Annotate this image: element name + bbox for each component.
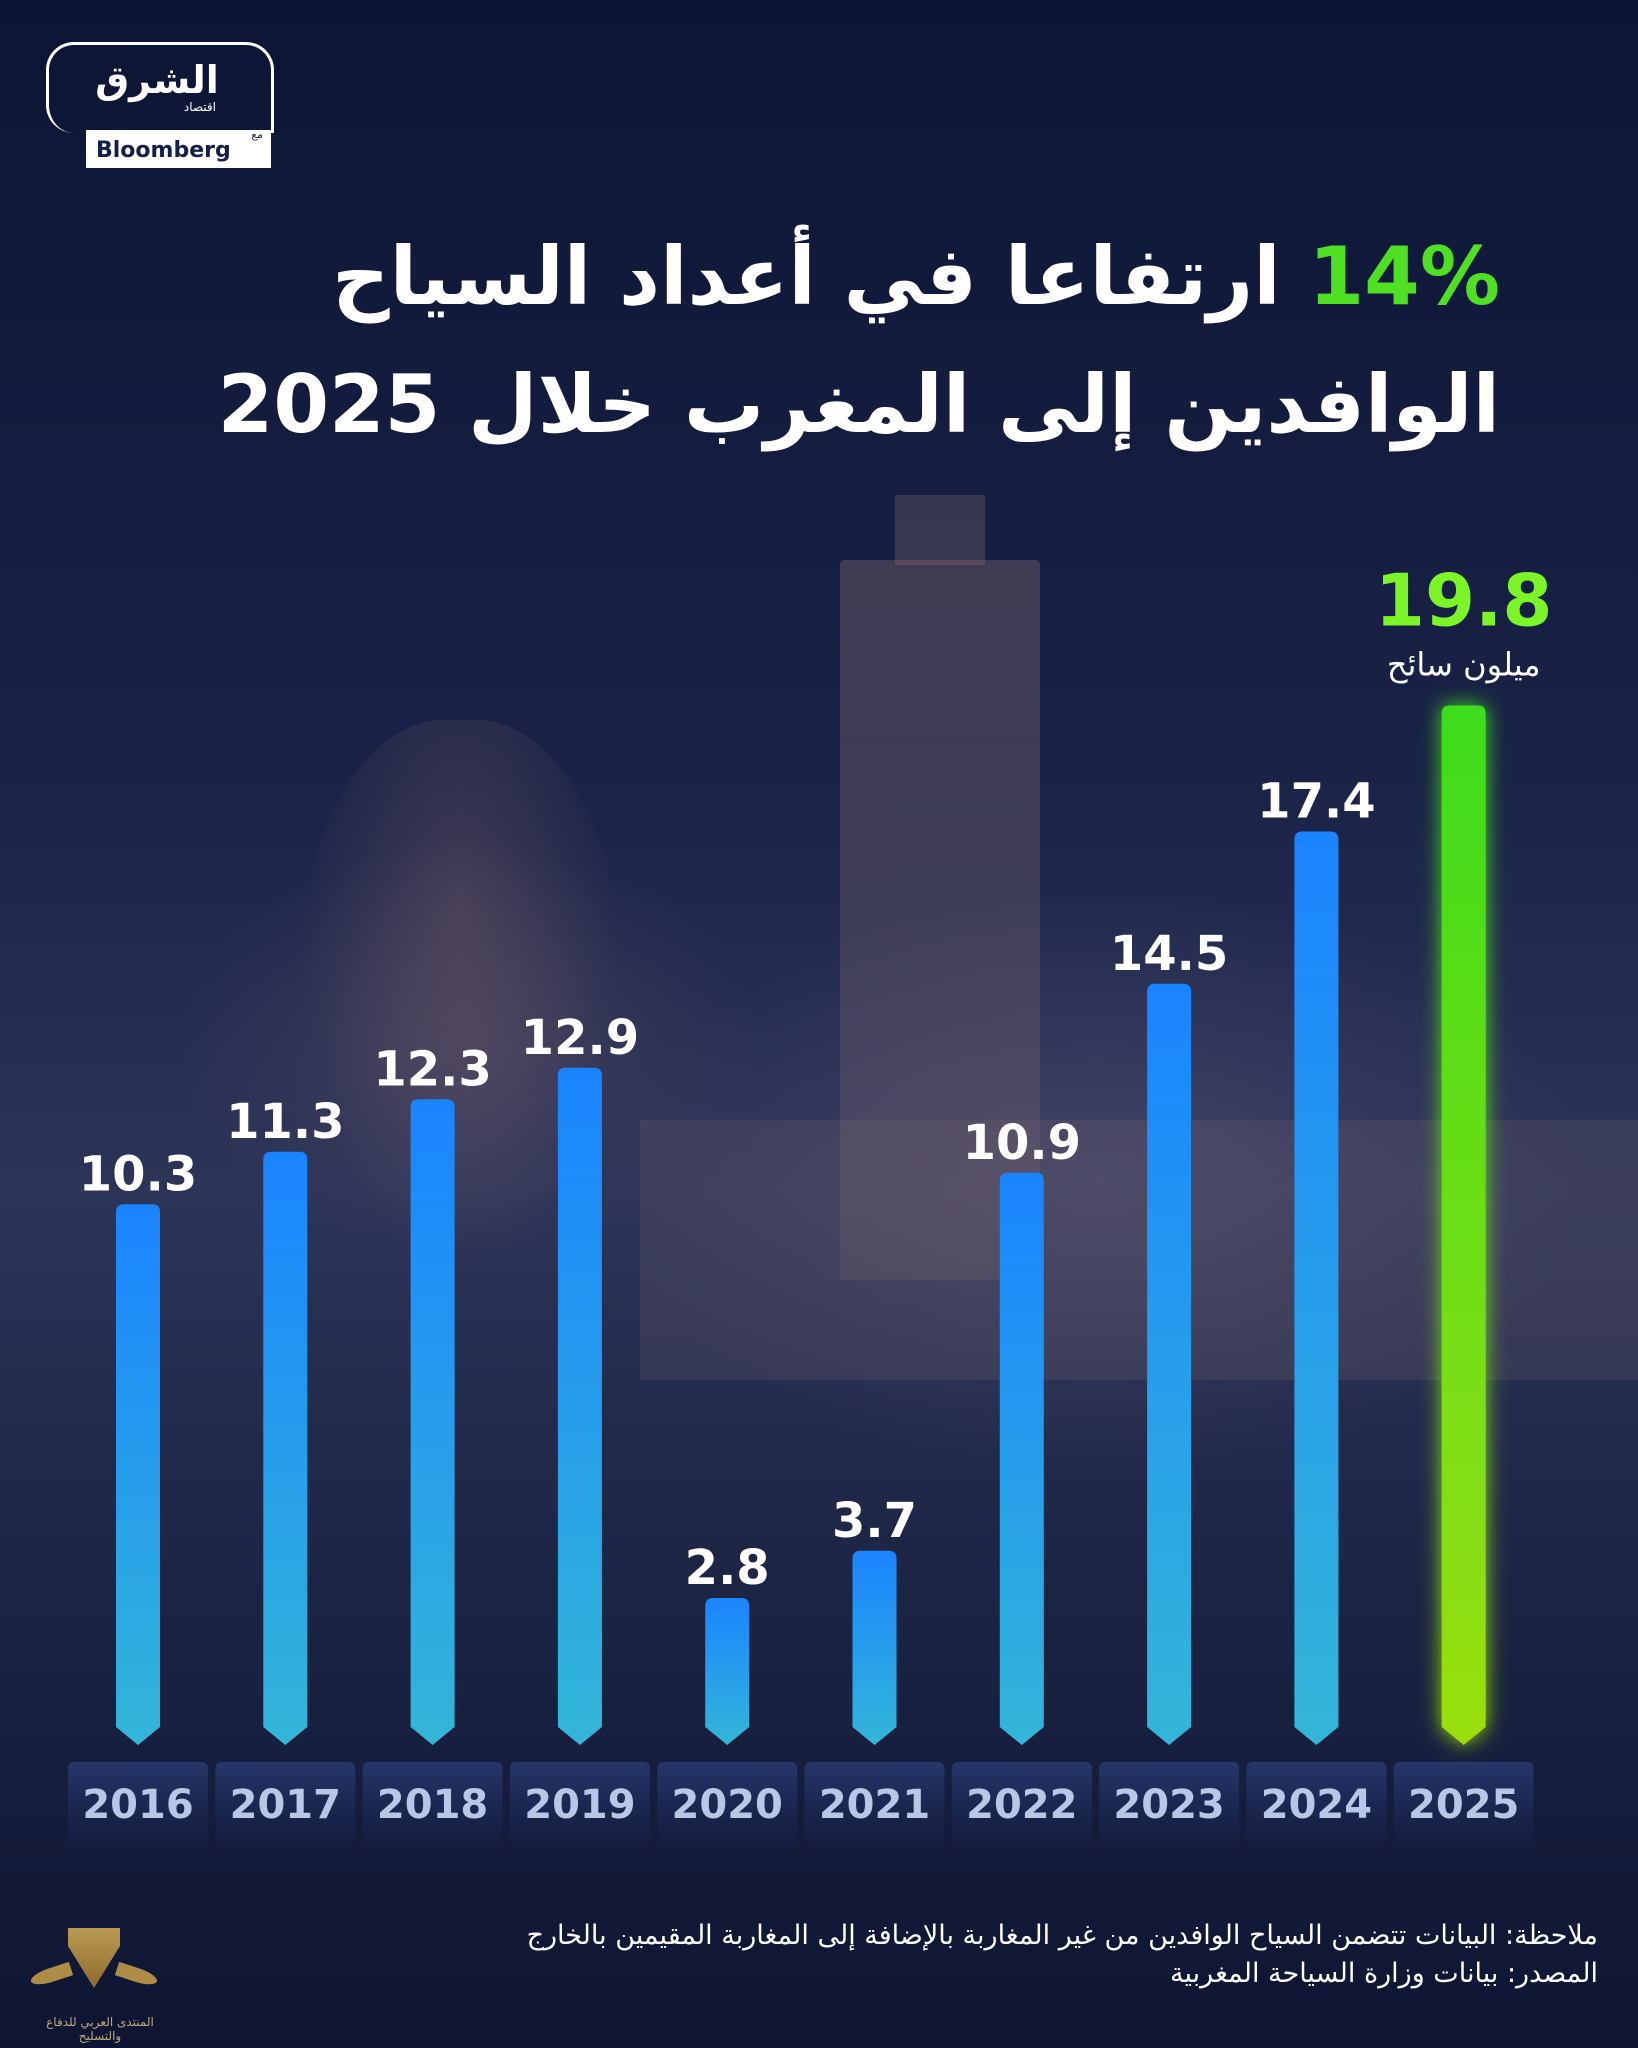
watermark: المنتدى العربي للدفاع والتسليح <box>28 1920 160 2043</box>
year-plate-2024 <box>1246 1762 1387 1846</box>
year-plate-2020 <box>657 1762 798 1846</box>
title-line-2: الوافدين إلى المغرب خلال 2025 <box>217 358 1500 451</box>
value-label-2025: 19.8 <box>1375 559 1553 643</box>
year-label-2017: 2017 <box>230 1782 341 1828</box>
year-plate-2021 <box>804 1762 945 1846</box>
logo-brand-text: الشرق <box>95 58 219 102</box>
year-label-2019: 2019 <box>524 1782 635 1828</box>
logo-with-text: مع <box>251 128 263 141</box>
value-label-2021: 3.7 <box>832 1493 917 1549</box>
year-label-2020: 2020 <box>672 1782 783 1828</box>
background-minaret <box>840 560 1040 1280</box>
value-label-2023: 14.5 <box>1110 926 1228 982</box>
logo-band: مع Bloomberg <box>86 128 271 168</box>
logo-partner-text: Bloomberg <box>96 138 231 163</box>
year-plate-2023 <box>1099 1762 1240 1846</box>
year-label-2025: 2025 <box>1408 1782 1519 1828</box>
year-plate-2017 <box>215 1762 356 1846</box>
title-line-1-text: ارتفاعا في أعداد السياح <box>331 230 1281 323</box>
logo-frame <box>46 42 274 133</box>
bar-2021 <box>852 1550 897 1745</box>
title-line-1: 14% ارتفاعا في أعداد السياح <box>80 230 1500 323</box>
year-label-2018: 2018 <box>377 1782 488 1828</box>
bar-2020 <box>705 1598 750 1745</box>
background-wall <box>640 1120 1638 1380</box>
value-label-2016: 10.3 <box>79 1146 197 1202</box>
year-label-2016: 2016 <box>82 1782 193 1828</box>
watermark-text: المنتدى العربي للدفاع والتسليح <box>46 2015 154 2043</box>
watermark-wing-right <box>114 1961 160 1989</box>
shield-icon <box>68 1928 120 1988</box>
year-label-2023: 2023 <box>1113 1782 1224 1828</box>
title-percent: 14% <box>1308 230 1500 323</box>
year-plate-2018 <box>362 1762 503 1846</box>
bar-2016 <box>116 1204 160 1745</box>
footer-source: المصدر: بيانات وزارة السياحة المغربية <box>1170 1958 1598 1989</box>
value-label-2024: 17.4 <box>1257 774 1375 830</box>
value-label-2020: 2.8 <box>685 1540 770 1596</box>
year-plate-2022 <box>951 1762 1092 1846</box>
background-tourist <box>300 720 620 1280</box>
bar-2017 <box>263 1151 308 1745</box>
year-plate-2025 <box>1393 1762 1534 1846</box>
year-label-2022: 2022 <box>966 1782 1077 1828</box>
year-label-2021: 2021 <box>819 1782 930 1828</box>
brand-logo: الشرق اقتصاد مع Bloomberg <box>46 42 274 168</box>
year-label-2024: 2024 <box>1261 1782 1372 1828</box>
logo-sub-text: اقتصاد <box>183 100 216 114</box>
watermark-wing-left <box>28 1961 74 1989</box>
background-minaret-top <box>895 495 985 565</box>
footer-note: ملاحظة: البيانات تتضمن السياح الوافدين م… <box>526 1920 1598 1951</box>
year-plate-2016 <box>68 1762 208 1846</box>
year-plate-2019 <box>509 1762 650 1846</box>
unit-label: ميلون سائح <box>1387 646 1541 684</box>
